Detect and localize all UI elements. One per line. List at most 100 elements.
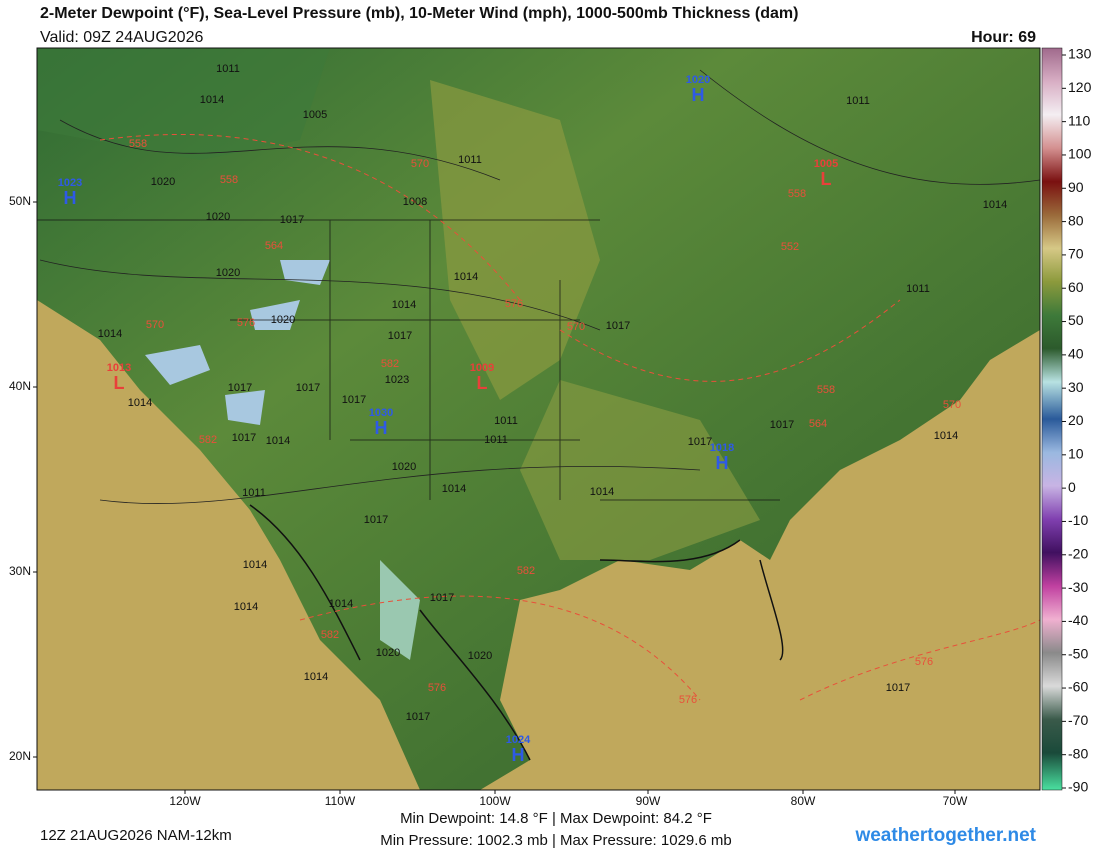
isobar-label: 1014 [329, 598, 353, 610]
colorbar-tick-label: -80 [1068, 745, 1088, 761]
thickness-label: 582 [199, 434, 217, 446]
colorbar-tick-label: -10 [1068, 512, 1088, 528]
isobars [39, 69, 1041, 505]
isobar-label: 1014 [590, 486, 614, 498]
isobar-label: 1017 [296, 382, 320, 394]
colorbar-tick-label: -50 [1068, 645, 1088, 661]
longitude-label: 80W [791, 794, 816, 808]
pressure-center-symbol: H [64, 188, 77, 208]
pressure-center-value: 1005 [814, 158, 838, 170]
pressure-center-value: 1030 [369, 407, 393, 419]
thickness-label: 576 [505, 298, 523, 310]
colorbar-tick-label: 120 [1068, 79, 1092, 95]
land-mass [37, 48, 1040, 790]
colorbar-tick-label: 20 [1068, 412, 1084, 428]
colorbar [1041, 47, 1063, 791]
low-dewpoint-area [250, 300, 300, 330]
isobar-label: 1011 [846, 95, 870, 107]
latitude-label: 50N [9, 194, 31, 208]
isobar-label: 1017 [770, 419, 794, 431]
thickness-label: 582 [517, 565, 535, 577]
pressure-center-value: 1020 [686, 74, 710, 86]
pressure-center-value: 1024 [506, 734, 531, 746]
colorbar-tick-label: 100 [1068, 146, 1092, 162]
isobar-label: 1005 [303, 109, 327, 121]
isobar-label: 1011 [484, 434, 508, 446]
colorbar-tick-label: 50 [1068, 312, 1084, 328]
isobar-label: 1014 [234, 601, 258, 613]
latitude-label: 20N [9, 749, 31, 763]
isobar-label: 1020 [206, 211, 230, 223]
pressure-center-value: 1018 [710, 442, 734, 454]
model-run: 12Z 21AUG2026 NAM-12km [40, 827, 232, 844]
isobar-label: 1014 [266, 435, 290, 447]
longitude-label: 120W [169, 794, 201, 808]
dewpoint-stats: Min Dewpoint: 14.8 °F | Max Dewpoint: 84… [400, 810, 712, 827]
colorbar-tick-label: -90 [1068, 779, 1088, 795]
isobar-label: 1020 [376, 647, 400, 659]
colorbar-tick-label: -20 [1068, 545, 1088, 561]
forecast-hour: Hour: 69 [971, 29, 1036, 46]
isobar-label: 1023 [385, 374, 409, 386]
colorbar-tick-label: 0 [1068, 479, 1076, 495]
low-dewpoint-area [225, 390, 265, 425]
pressure-center-symbol: H [375, 418, 388, 438]
isobar-label: 1017 [364, 514, 388, 526]
low-dewpoint-area [380, 560, 420, 660]
isobar-label: 1017 [232, 432, 256, 444]
colorbar-tick-label: -40 [1068, 612, 1088, 628]
isobar-label: 1017 [886, 682, 910, 694]
pressure-center-symbol: H [716, 453, 729, 473]
colorbar-tick-label: -70 [1068, 712, 1088, 728]
isobar-label: 1020 [271, 314, 295, 326]
colorbar-tick-label: 30 [1068, 379, 1084, 395]
longitude-label: 110W [325, 794, 356, 808]
pressure-center-value: 1009 [470, 362, 494, 374]
longitude-label: 90W [636, 794, 661, 808]
thickness-label: 576 [679, 694, 697, 706]
isobar-label: 1014 [454, 271, 478, 283]
thickness-label: 564 [809, 418, 827, 430]
low-dewpoint-area [280, 260, 330, 285]
thickness-label: 570 [146, 319, 164, 331]
isobar-label: 1020 [468, 650, 492, 662]
latitude-label: 40N [9, 379, 31, 393]
pressure-center-value: 1023 [58, 177, 82, 189]
coastline [249, 504, 784, 761]
dry-south [520, 380, 760, 560]
colorbar-tick-label: 110 [1068, 112, 1091, 128]
pressure-center-value: 1013 [107, 362, 131, 374]
northwest-green [37, 48, 330, 160]
pressure-center-symbol: L [821, 169, 832, 189]
thickness-label: 558 [129, 138, 147, 150]
isobar-label: 1014 [442, 483, 466, 495]
map-area [36, 47, 1041, 791]
isobar-label: 1014 [304, 671, 328, 683]
thickness-label: 558 [817, 384, 835, 396]
pressure-center-symbol: L [477, 373, 488, 393]
colorbar-tick-label: 80 [1068, 212, 1084, 228]
pressure-center-symbol: L [114, 373, 125, 393]
isobar-label: 1014 [128, 397, 152, 409]
thickness-label: 558 [788, 188, 806, 200]
isobar-label: 1017 [228, 382, 252, 394]
isobar-label: 1014 [934, 430, 958, 442]
isobar-label: 1011 [216, 63, 240, 75]
colorbar-tick-label: 70 [1068, 246, 1084, 262]
isobar-label: 1008 [403, 196, 427, 208]
map-frame [36, 47, 1041, 791]
isobar-label: 1011 [458, 154, 482, 166]
borders [37, 219, 780, 501]
colorbar-tick-label: 130 [1068, 46, 1092, 62]
colorbar-tick-label: 60 [1068, 279, 1084, 295]
isobar-label: 1014 [200, 94, 224, 106]
thickness-label: 570 [567, 321, 585, 333]
thickness-label: 570 [943, 399, 961, 411]
site-name: weathertogether.net [854, 825, 1036, 846]
isobar-label: 1017 [688, 436, 712, 448]
thickness-label: 564 [265, 240, 283, 252]
latitude-label: 30N [9, 564, 31, 578]
thickness-label: 576 [428, 682, 446, 694]
thickness-label: 576 [915, 656, 933, 668]
